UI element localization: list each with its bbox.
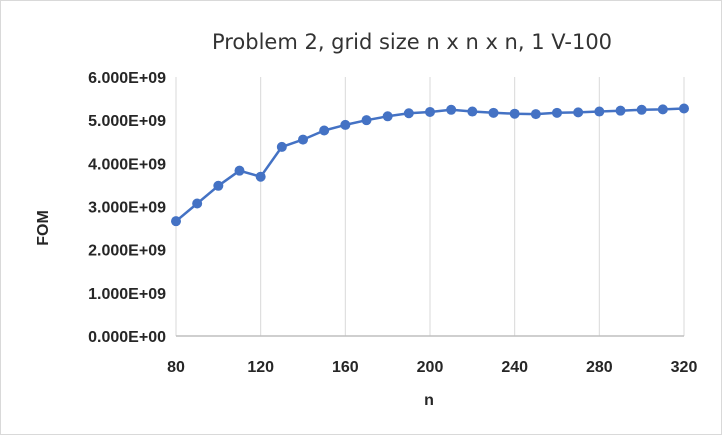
y-tick-label-4: 4.000E+09: [88, 156, 166, 173]
data-point-190: [403, 108, 414, 119]
y-axis-title: FOM: [35, 210, 52, 246]
data-point-210: [446, 104, 457, 115]
data-point-140: [298, 134, 308, 145]
data-point-170: [361, 115, 372, 126]
data-point-320: [679, 103, 689, 114]
x-tick-labels: 80 120 160 200 240 280 320: [167, 359, 697, 376]
data-point-130: [276, 141, 287, 152]
data-point-240: [509, 108, 520, 119]
x-tick-label-200: 200: [417, 359, 444, 376]
data-point-110: [234, 165, 245, 176]
x-tick-label-120: 120: [247, 359, 274, 376]
data-point-80: [171, 216, 181, 227]
y-tick-label-6: 6.000E+09: [88, 70, 166, 87]
data-point-280: [594, 106, 605, 117]
y-tick-label-2: 2.000E+09: [88, 243, 166, 260]
x-axis-title: n: [424, 392, 434, 409]
data-point-150: [319, 125, 330, 136]
data-point-290: [615, 105, 626, 116]
y-tick-labels: 0.000E+00 1.000E+09 2.000E+09 3.000E+09 4.00…: [88, 70, 166, 346]
data-point-120: [255, 171, 266, 182]
data-point-90: [192, 198, 203, 209]
chart-title: Problem 2, grid size n x n x n, 1 V-100: [212, 30, 612, 54]
x-tick-label-80: 80: [167, 359, 185, 376]
y-tick-label-0: 0.000E+00: [88, 329, 166, 346]
x-tick-label-320: 320: [671, 359, 698, 376]
y-tick-label-5: 5.000E+09: [88, 113, 166, 130]
data-point-200: [425, 106, 435, 117]
data-point-310: [657, 104, 668, 115]
data-point-230: [488, 107, 499, 118]
data-point-100: [213, 180, 224, 191]
data-point-220: [467, 106, 478, 117]
y-tick-label-1: 1.000E+09: [88, 286, 166, 303]
data-point-180: [382, 111, 393, 122]
data-point-160: [340, 119, 351, 130]
x-tick-label-280: 280: [586, 359, 613, 376]
data-point-270: [573, 107, 584, 118]
x-tick-label-160: 160: [332, 359, 359, 376]
y-tick-label-3: 3.000E+09: [88, 200, 166, 217]
data-point-250: [530, 109, 541, 120]
data-point-300: [636, 104, 647, 115]
data-point-260: [552, 107, 562, 118]
series: [171, 103, 689, 227]
x-tick-label-240: 240: [501, 359, 528, 376]
